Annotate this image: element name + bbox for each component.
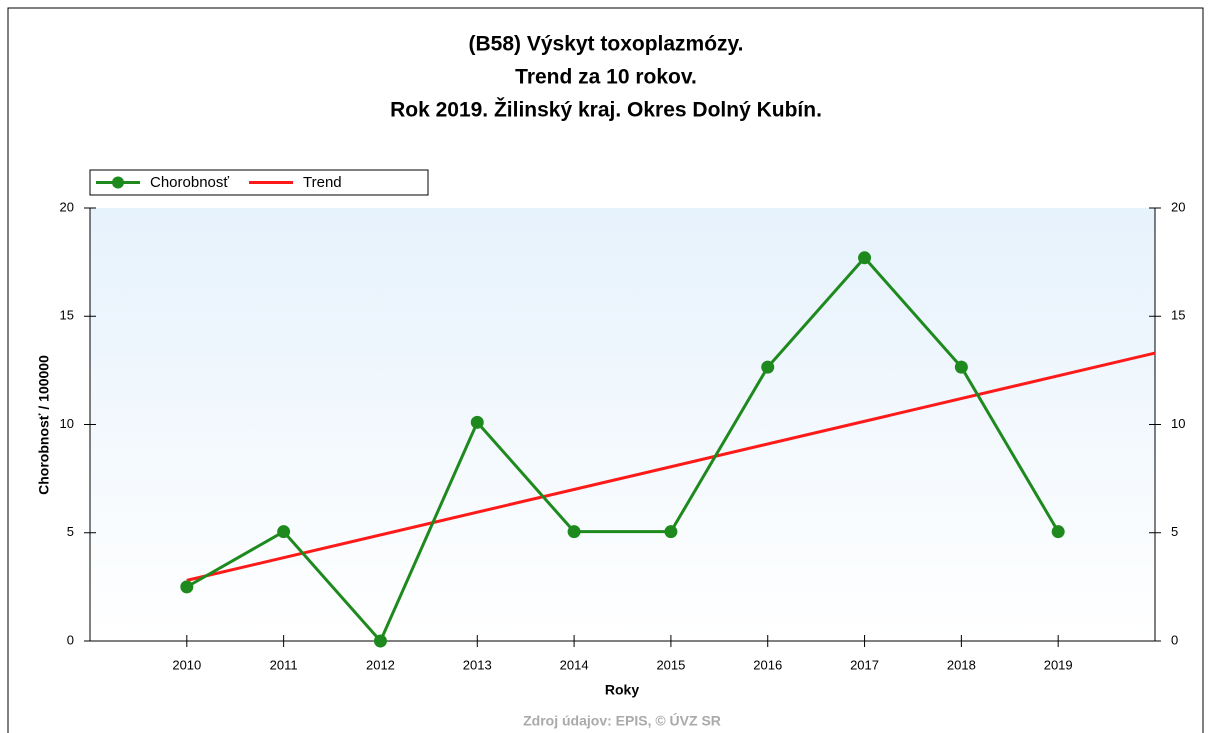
x-axis-label: Roky xyxy=(605,682,639,698)
marker xyxy=(954,360,968,374)
legend-marker xyxy=(112,176,124,189)
y2-tick-label: 15 xyxy=(1171,308,1185,323)
y-tick-label: 0 xyxy=(67,632,74,647)
x-tick-label: 2018 xyxy=(947,657,976,672)
x-tick-label: 2012 xyxy=(366,657,395,672)
marker xyxy=(761,360,775,374)
marker xyxy=(858,251,872,265)
marker xyxy=(470,415,484,429)
y2-tick-label: 10 xyxy=(1171,416,1185,431)
x-tick-label: 2013 xyxy=(463,657,492,672)
x-tick-label: 2017 xyxy=(850,657,879,672)
legend-label: Chorobnosť xyxy=(150,174,229,191)
marker xyxy=(180,580,194,594)
legend-label: Trend xyxy=(303,174,342,191)
chart-title: Rok 2019. Žilinský kraj. Okres Dolný Kub… xyxy=(390,98,822,122)
marker xyxy=(277,525,291,539)
y-tick-label: 5 xyxy=(67,524,74,539)
y-tick-label: 10 xyxy=(60,416,74,431)
x-tick-label: 2015 xyxy=(656,657,685,672)
y2-tick-label: 5 xyxy=(1171,524,1178,539)
x-tick-label: 2010 xyxy=(172,657,201,672)
source: Zdroj údajov: EPIS, © ÚVZ SR xyxy=(523,712,721,729)
chart-title: (B58) Výskyt toxoplazmózy. xyxy=(468,33,743,56)
marker xyxy=(664,525,678,539)
chart-title: Trend za 10 rokov. xyxy=(515,66,697,89)
y2-tick-label: 0 xyxy=(1171,632,1178,647)
x-tick-label: 2019 xyxy=(1044,657,1073,672)
series-line xyxy=(186,351,1156,582)
series-line xyxy=(186,255,1060,644)
y-tick-label: 20 xyxy=(60,199,74,214)
marker xyxy=(567,525,581,539)
marker xyxy=(373,634,387,648)
x-tick-label: 2014 xyxy=(560,657,589,672)
y2-tick-label: 20 xyxy=(1171,199,1185,214)
plot-area xyxy=(90,208,1155,641)
marker xyxy=(1051,525,1065,539)
y-axis-label: Chorobnosť / 100000 xyxy=(36,355,52,495)
y-tick-label: 15 xyxy=(60,308,74,323)
x-tick-label: 2011 xyxy=(270,657,298,672)
x-tick-label: 2016 xyxy=(753,657,782,672)
